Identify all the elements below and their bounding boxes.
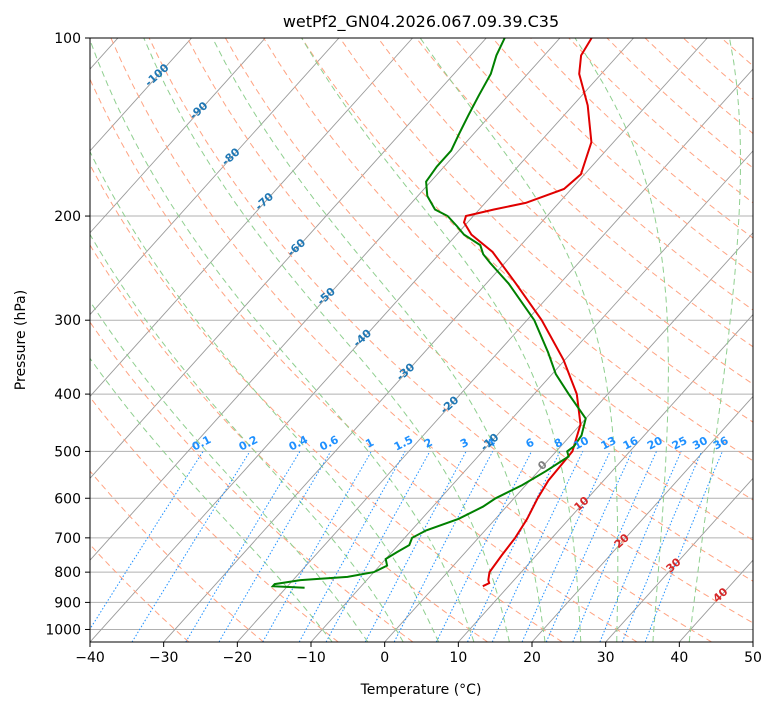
mixing-ratio-line [298,451,406,642]
isotherm-line [531,395,753,642]
isotherm-line [90,38,266,234]
y-tick-label: 600 [54,491,81,507]
axis-ticks: −40 −30 −20 −10 0 10 20 30 40 50 100 200 300 400 500 60… [45,31,762,666]
x-tick-label: 40 [670,650,688,666]
y-tick-label: 1000 [45,622,81,638]
isotherm-line [90,38,487,479]
isotherm-line [310,150,753,642]
isotherm-line [90,38,192,152]
moist-adiabat-line [212,38,546,642]
plot-frame [89,37,754,643]
mixing-ratio-line [325,451,431,642]
mixing-ratio-label: 25 [670,434,690,453]
mixing-ratio-line [491,451,584,642]
mixing-ratio-line [621,451,703,642]
data-lines [270,38,593,589]
mixing-ratio-label: 10 [571,434,591,453]
x-tick-label: −20 [223,650,253,666]
dry-adiabat-line [148,38,753,624]
chart-title: wetPf2_GN04.2026.067.09.39.C35 [283,12,559,32]
y-tick-label: 400 [54,387,81,403]
x-axis-label: Temperature (°C) [360,682,482,698]
y-tick-label: 300 [54,313,81,329]
moist-adiabat-line [143,38,510,642]
isotherm-line [457,313,753,642]
x-tick-label: 50 [744,650,762,666]
mixing-ratio-line [364,451,467,642]
mixing-ratio-label: 36 [711,434,731,453]
mixing-ratio-line [262,451,372,642]
moist-adiabat-line [90,300,369,642]
mixing-ratio-line [644,451,723,642]
mixing-ratio-line [185,451,301,642]
y-tick-label: 200 [54,209,81,225]
background-lines [90,38,753,642]
dewpoint-profile-line [270,38,587,589]
isotherm-line [90,38,634,642]
temperature-profile-line [462,38,593,588]
moist-adiabat-line [90,233,404,642]
mixing-ratio-label: 20 [645,434,665,453]
dry-adiabat-line [90,470,264,642]
mixing-ratio-line [393,451,494,642]
isotherm-line [90,38,340,316]
isotherm-line [90,38,561,561]
x-tick-label: −10 [296,650,326,666]
moist-adiabat-line [301,38,582,642]
dry-adiabat-line [453,38,753,311]
isotherm-line [384,232,753,642]
dry-adiabat-line [90,321,414,642]
mixing-ratio-line [545,451,633,642]
x-tick-label: 10 [449,650,467,666]
mixing-ratio-label: 13 [599,434,619,453]
moist-adiabat-line [574,38,669,642]
mixing-ratio-line [521,451,611,642]
x-tick-label: 20 [523,650,541,666]
y-tick-label: 700 [54,531,81,547]
x-tick-label: −40 [75,650,105,666]
moist-adiabat-line [90,150,440,642]
isotherm-line [90,38,413,398]
mixing-ratio-label: 16 [621,434,641,453]
moist-adiabat-line [90,357,333,642]
dry-adiabat-line [110,38,712,642]
x-tick-label: 0 [380,650,389,666]
dry-adiabat-line [90,543,190,642]
isotherm-line [605,477,753,642]
x-tick-label: 30 [597,650,615,666]
moist-adiabat-line [688,38,742,642]
y-tick-label: 800 [54,565,81,581]
isotherm-line [236,68,753,642]
mixing-ratio-line [467,451,561,642]
mixing-ratio-line [90,451,204,630]
x-tick-label: −30 [149,650,179,666]
dry-adiabat-line [90,244,488,642]
dry-adiabat-line [90,163,563,642]
moist-adiabat-line [90,38,475,642]
isotherm-line [163,38,708,642]
dry-adiabat-line [90,396,339,642]
y-axis-label: Pressure (hPa) [13,290,29,390]
mixing-ratio-line [599,451,682,642]
y-tick-label: 100 [54,31,81,47]
y-tick-label: 500 [54,444,81,460]
mixing-ratio-line [572,451,657,642]
mixing-ratio-label: 30 [690,434,710,453]
y-tick-label: 900 [54,595,81,611]
mixing-ratio-line [131,451,251,642]
